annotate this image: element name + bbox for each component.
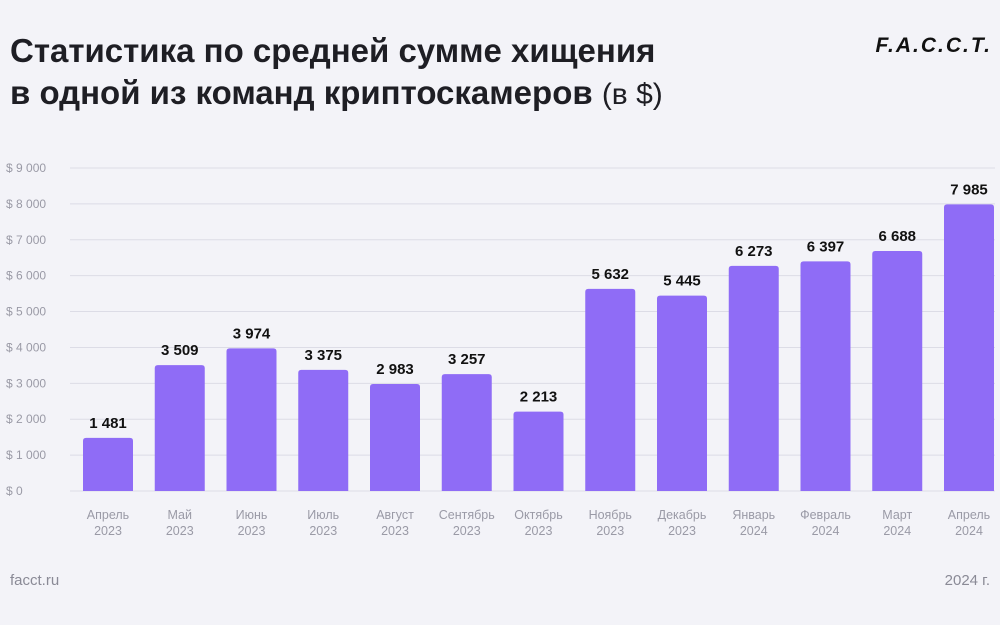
bar-value-label: 3 375 <box>304 347 342 364</box>
bar-value-label: 3 257 <box>448 351 486 368</box>
bar <box>370 383 420 491</box>
x-tick-label-month: Август <box>376 508 414 522</box>
x-tick-label-year: 2023 <box>166 524 194 538</box>
bar-value-label: 3 509 <box>161 342 199 359</box>
y-tick-label: $ 5 000 <box>6 305 46 319</box>
title-line-2: в одной из команд криптоскамеров <box>10 74 593 111</box>
bar-value-label: 6 273 <box>735 243 773 260</box>
y-tick-label: $ 0 <box>6 484 23 498</box>
bar <box>657 295 707 491</box>
bar <box>441 374 492 491</box>
x-tick-label-year: 2023 <box>238 524 266 538</box>
bar <box>226 348 277 491</box>
facct-logo: F.A.C.C.T. <box>875 34 992 57</box>
x-tick-label-year: 2023 <box>309 524 337 538</box>
chart-title: Статистика по средней сумме хищения в од… <box>10 30 663 116</box>
x-tick-label-year: 2024 <box>883 524 911 538</box>
title-line-1: Статистика по средней сумме хищения <box>10 32 656 69</box>
x-tick-label-month: Февраль <box>800 508 851 522</box>
x-tick-label-month: Июнь <box>236 508 268 522</box>
bar <box>800 261 851 491</box>
y-tick-label: $ 8 000 <box>6 197 46 211</box>
x-tick-label-year: 2023 <box>525 524 553 538</box>
bar-value-label: 1 481 <box>89 415 127 432</box>
bar-chart: $ 0 $ 1 000 $ 2 000 $ 3 000 $ 4 000 $ 5 000 $ … <box>6 161 995 538</box>
title-unit: (в $) <box>601 78 663 111</box>
y-tick-label: $ 4 000 <box>6 340 46 354</box>
bar-value-label: 2 983 <box>376 361 414 378</box>
y-tick-label: $ 9 000 <box>6 161 46 175</box>
x-tick-label-year: 2024 <box>740 524 768 538</box>
bar <box>83 437 133 491</box>
x-tick-label-year: 2023 <box>668 524 696 538</box>
x-tick-label-month: Апрель <box>948 508 990 522</box>
x-tick-label-year: 2023 <box>94 524 122 538</box>
y-tick-label: $ 7 000 <box>6 233 46 247</box>
x-tick-label-year: 2023 <box>453 524 481 538</box>
bar <box>585 288 636 491</box>
bar-value-label: 2 213 <box>520 389 558 406</box>
bar-value-label: 3 974 <box>233 325 271 342</box>
y-tick-label: $ 1 000 <box>6 448 46 462</box>
bar <box>872 250 923 491</box>
x-tick-label-month: Ноябрь <box>589 508 632 522</box>
source-url: facct.ru <box>10 572 60 589</box>
x-tick-label-month: Октябрь <box>514 508 562 522</box>
bar-value-label: 6 397 <box>807 238 845 255</box>
x-tick-label-year: 2023 <box>381 524 409 538</box>
x-tick-label-year: 2024 <box>812 524 840 538</box>
x-tick-label-month: Март <box>882 508 912 522</box>
bar-value-label: 5 445 <box>663 273 701 290</box>
x-tick-label-year: 2024 <box>955 524 983 538</box>
bar <box>154 365 205 491</box>
x-tick-label-month: Январь <box>732 508 775 522</box>
bar-value-label: 6 688 <box>878 228 916 245</box>
y-tick-label: $ 6 000 <box>6 269 46 283</box>
bar <box>728 265 779 491</box>
bar <box>944 204 994 491</box>
x-tick-label-month: Декабрь <box>658 508 707 522</box>
bar <box>513 411 564 491</box>
y-tick-label: $ 2 000 <box>6 412 46 426</box>
x-tick-label-year: 2023 <box>596 524 624 538</box>
bar-value-label: 5 632 <box>591 266 629 283</box>
x-tick-label-month: Июль <box>307 508 339 522</box>
x-tick-label-month: Апрель <box>87 508 129 522</box>
x-tick-label-month: Май <box>168 508 193 522</box>
bar <box>298 369 349 491</box>
footer-year: 2024 г. <box>944 572 990 589</box>
bar-value-label: 7 985 <box>950 181 988 198</box>
x-tick-label-month: Сентябрь <box>439 508 495 522</box>
y-tick-label: $ 3 000 <box>6 376 46 390</box>
